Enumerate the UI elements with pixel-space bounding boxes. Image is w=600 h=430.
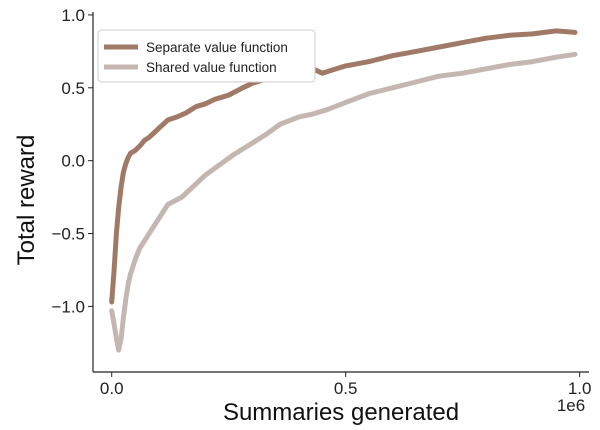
series-line-1 bbox=[109, 51, 578, 353]
x-axis-label: Summaries generated bbox=[223, 399, 459, 426]
y-tick-label: 0.5 bbox=[61, 79, 85, 98]
series-line-0 bbox=[109, 28, 578, 305]
axes bbox=[88, 12, 589, 377]
tick-labels: 1.0 0.5 0.0 −0.5 −1.0 0.0 0.5 1.0 bbox=[51, 6, 591, 398]
legend: Separate value function Shared value func… bbox=[97, 29, 316, 83]
x-tick-label: 0.5 bbox=[334, 379, 358, 398]
legend-label-1: Shared value function bbox=[146, 60, 277, 75]
x-tick-label: 1.0 bbox=[568, 379, 592, 398]
y-tick-label: −0.5 bbox=[51, 225, 85, 244]
y-tick-label: 1.0 bbox=[61, 6, 85, 25]
series-lines bbox=[109, 28, 578, 353]
legend-label-0: Separate value function bbox=[146, 40, 288, 55]
x-tick-label: 0.0 bbox=[100, 379, 124, 398]
y-axis-label: Total reward bbox=[13, 135, 40, 266]
y-tick-label: −1.0 bbox=[51, 297, 85, 316]
x-axis-offset-label: 1e6 bbox=[557, 396, 585, 415]
legend-box bbox=[97, 29, 316, 83]
y-tick-label: 0.0 bbox=[61, 152, 85, 171]
